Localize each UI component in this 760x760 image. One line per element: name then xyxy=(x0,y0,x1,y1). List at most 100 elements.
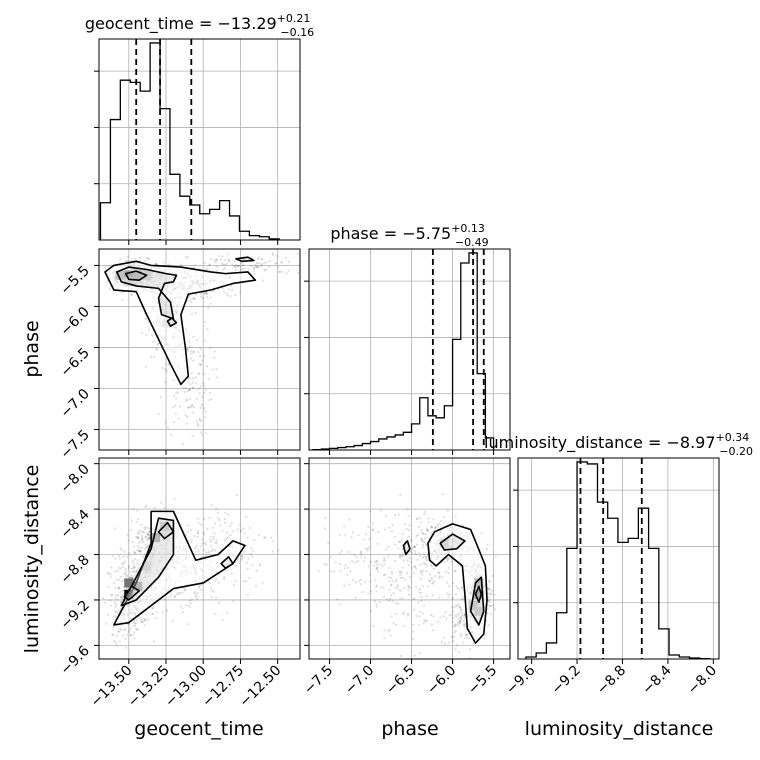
scatter-point xyxy=(212,538,215,541)
scatter-point xyxy=(258,564,262,567)
scatter-point xyxy=(138,531,141,535)
scatter-point xyxy=(138,256,141,260)
scatter-point xyxy=(401,532,404,536)
scatter-point xyxy=(280,260,283,264)
scatter-point xyxy=(419,610,422,613)
scatter-point xyxy=(417,533,420,536)
scatter-point xyxy=(111,633,114,636)
scatter-point xyxy=(170,433,173,436)
scatter-point xyxy=(190,538,193,541)
scatter-point xyxy=(203,541,207,544)
scatter-point xyxy=(148,530,151,534)
scatter-point xyxy=(451,596,454,599)
y-tick-label: −6.5 xyxy=(57,345,92,380)
scatter-point xyxy=(326,563,329,566)
scatter-point xyxy=(204,432,208,435)
scatter-point xyxy=(133,620,136,623)
scatter-point xyxy=(140,618,143,621)
scatter-point xyxy=(173,394,176,397)
scatter-point xyxy=(121,562,124,565)
scatter-point xyxy=(209,586,213,589)
scatter-point xyxy=(395,578,398,581)
panel-frame xyxy=(98,457,301,660)
scatter-point xyxy=(351,579,355,582)
scatter-point xyxy=(407,564,410,567)
scatter-point xyxy=(214,549,217,552)
scatter-point xyxy=(415,518,418,521)
scatter-point xyxy=(344,564,347,567)
scatter-point xyxy=(432,615,435,618)
scatter-point xyxy=(421,543,425,547)
scatter-point xyxy=(190,352,193,355)
scatter-point xyxy=(144,619,147,622)
scatter-point xyxy=(450,635,453,639)
scatter-point xyxy=(117,554,120,558)
scatter-point xyxy=(411,637,415,641)
scatter-point xyxy=(339,569,342,572)
scatter-point xyxy=(118,586,121,589)
scatter-point xyxy=(187,406,190,409)
scatter-point xyxy=(448,593,451,596)
scatter-point xyxy=(232,530,235,533)
scatter-point xyxy=(223,258,226,262)
scatter-point xyxy=(420,571,423,574)
scatter-point xyxy=(172,379,175,382)
scatter-point xyxy=(147,532,150,536)
scatter-point xyxy=(454,648,457,651)
scatter-point xyxy=(243,267,246,270)
scatter-point xyxy=(342,584,346,587)
scatter-point xyxy=(190,541,193,544)
scatter-point xyxy=(177,417,181,420)
scatter-point xyxy=(199,523,203,526)
scatter-point xyxy=(232,583,235,587)
scatter-point xyxy=(184,588,187,591)
scatter-point xyxy=(187,349,190,352)
scatter-point xyxy=(121,594,124,597)
scatter-point xyxy=(439,520,443,523)
scatter-point xyxy=(134,558,137,561)
scatter-point xyxy=(122,634,125,637)
scatter-point xyxy=(324,516,327,519)
scatter-point xyxy=(184,255,187,259)
scatter-point xyxy=(434,526,437,530)
scatter-point xyxy=(132,631,136,634)
scatter-point xyxy=(200,403,203,407)
scatter-point xyxy=(196,423,200,426)
scatter-point xyxy=(418,623,421,626)
scatter-point xyxy=(144,543,147,546)
scatter-point xyxy=(359,583,362,586)
scatter-point xyxy=(458,612,461,615)
scatter-point xyxy=(239,265,242,269)
scatter-point xyxy=(364,580,367,584)
scatter-point xyxy=(209,538,212,541)
scatter-point xyxy=(428,573,432,576)
scatter-point xyxy=(221,619,224,622)
scatter-point xyxy=(195,293,198,296)
scatter-point xyxy=(472,642,475,645)
scatter-point xyxy=(430,623,433,626)
scatter-point xyxy=(217,517,220,520)
scatter-point xyxy=(234,264,237,267)
scatter-point xyxy=(183,391,186,394)
scatter-point xyxy=(136,559,139,562)
scatter-point xyxy=(406,559,409,563)
scatter-point xyxy=(211,290,214,293)
scatter-point xyxy=(239,529,242,532)
scatter-point xyxy=(384,573,387,576)
scatter-point xyxy=(225,569,228,572)
scatter-point xyxy=(403,578,407,582)
scatter-point xyxy=(184,328,187,331)
x-axis-label-luminosity_distance: luminosity_distance xyxy=(525,718,714,740)
scatter-point xyxy=(265,261,268,264)
panel-content xyxy=(317,493,497,659)
scatter-point xyxy=(419,570,422,573)
scatter-point xyxy=(189,405,192,409)
scatter-point xyxy=(236,528,239,531)
scatter-point xyxy=(228,524,232,527)
scatter-point xyxy=(136,537,139,540)
scatter-point xyxy=(418,552,421,555)
scatter-point xyxy=(418,591,421,594)
scatter-point xyxy=(432,567,435,570)
scatter-point xyxy=(131,576,134,579)
scatter-point xyxy=(443,515,446,519)
